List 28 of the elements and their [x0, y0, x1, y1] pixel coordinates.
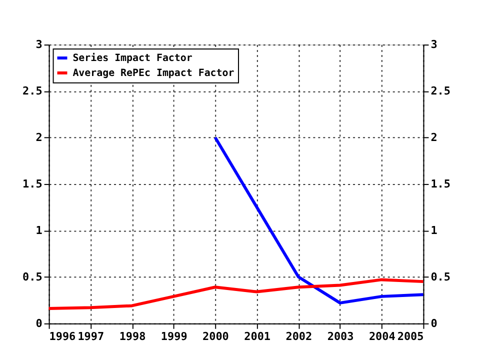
- legend-label: Series Impact Factor: [72, 52, 192, 64]
- x-tick-label: 2002: [286, 330, 312, 343]
- x-tick-label: 2000: [202, 330, 229, 343]
- y2-tick-label: 3: [430, 38, 438, 52]
- y2-tick-label: 2.5: [430, 84, 450, 98]
- y-tick-label: 1: [36, 224, 43, 237]
- y2-tick-label: 0.5: [430, 270, 450, 284]
- y2-tick-label: 1: [430, 224, 438, 237]
- y2-tick-label: 2: [430, 130, 438, 144]
- line-series: [47, 278, 425, 310]
- y-tick-label: 3: [36, 38, 42, 52]
- x-tick-label: 2004: [368, 330, 396, 343]
- x-tick-label: 2001: [244, 330, 271, 343]
- y-tick-label: 2: [36, 130, 42, 144]
- legend-label: Average RePEc Impact Factor: [72, 68, 234, 79]
- y-tick-label: 0.5: [22, 270, 42, 284]
- x-tick-label: 1998: [119, 330, 146, 343]
- x-tick-label: 1997: [78, 330, 104, 343]
- y-tick-label: 1.5: [22, 177, 42, 190]
- y-tick-label: 0: [36, 316, 42, 330]
- y2-tick-label: 1.5: [430, 177, 450, 190]
- line-series: [214, 136, 425, 304]
- x-tick-label: 2005: [397, 330, 424, 343]
- x-tick-label: 1996: [49, 330, 76, 343]
- y2-tick-label: 0: [430, 316, 438, 330]
- y-tick-label: 2.5: [22, 84, 42, 98]
- x-tick-label: 2003: [327, 330, 354, 343]
- x-tick-label: 1999: [160, 330, 188, 343]
